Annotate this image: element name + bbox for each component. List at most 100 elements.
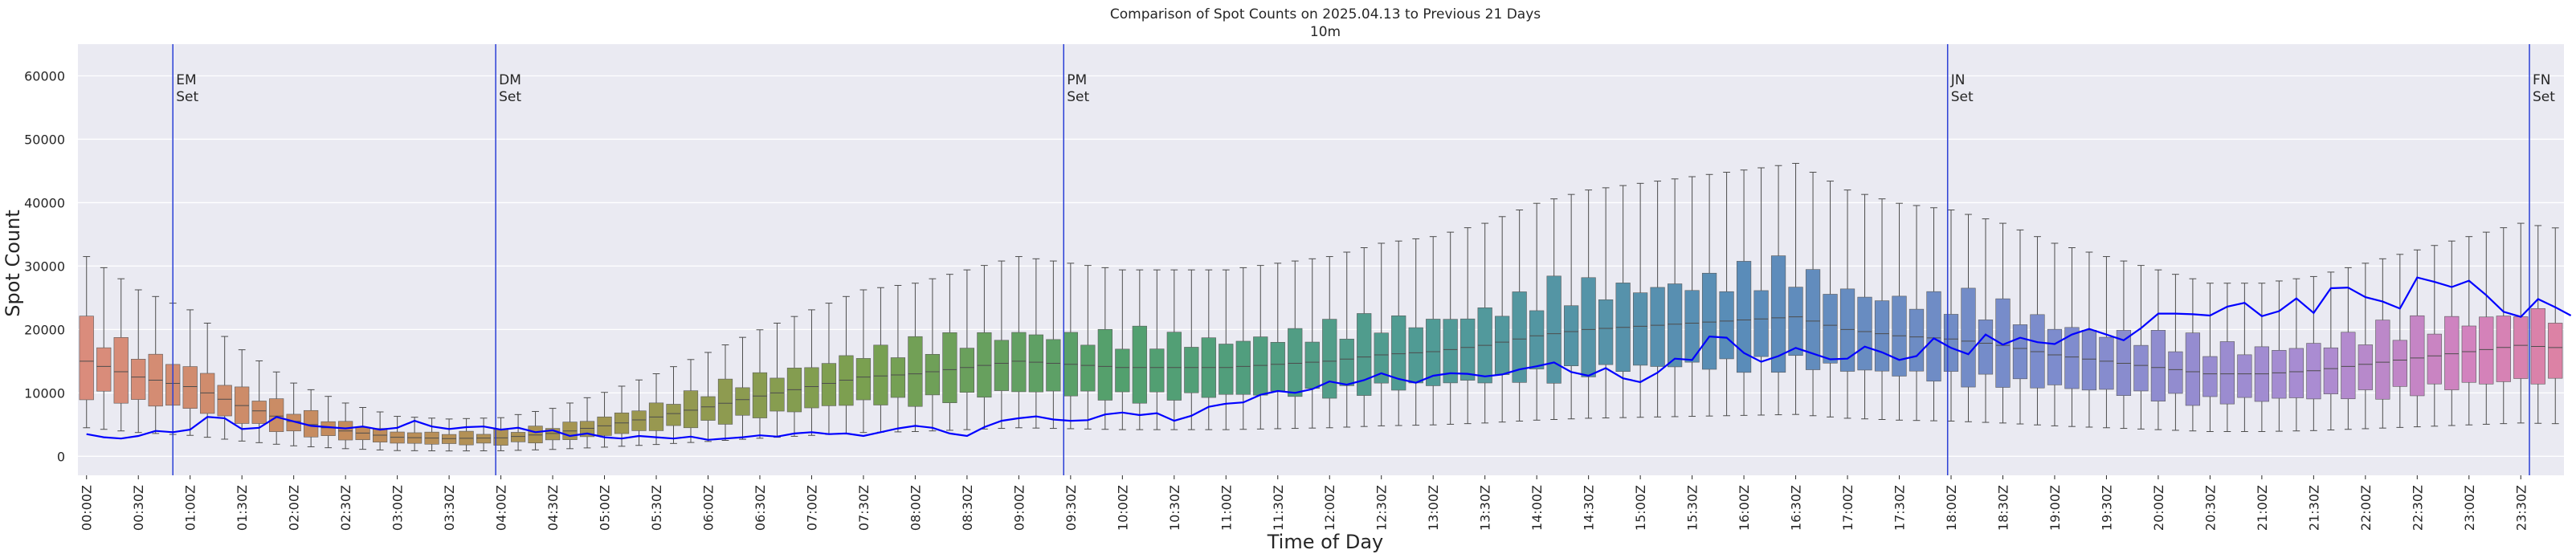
x-tick-label: 13:00Z [1426,485,1441,531]
box-41 [770,322,785,438]
iqr-box [959,348,975,393]
box-46 [855,289,872,434]
iqr-box [666,404,681,426]
iqr-box [1961,287,1976,388]
box-141 [2496,227,2511,425]
box-85 [1529,202,1545,421]
x-tick-label: 05:00Z [598,485,613,531]
annotation-label: Set [1067,89,1089,105]
box-11 [251,360,267,443]
x-tick-label: 11:30Z [1271,485,1286,531]
box-104 [1857,193,1872,420]
iqr-box [200,373,215,414]
iqr-box [2064,327,2080,389]
y-tick-label: 60000 [24,68,65,83]
x-tick-label: 20:30Z [2202,485,2218,531]
box-144 [2548,227,2563,425]
box-21 [424,417,439,452]
annotation-label: JN [1950,72,1966,88]
iqr-box [1046,339,1061,392]
iqr-box [131,358,146,400]
iqr-box [1753,290,1769,357]
box-34 [648,373,664,446]
box-106 [1892,202,1907,421]
box-62 [1132,269,1147,430]
iqr-box [2185,332,2201,406]
box-107 [1909,205,1925,422]
iqr-box [2427,333,2442,385]
iqr-box [2306,343,2321,400]
iqr-box [441,434,457,444]
box-7 [182,309,198,436]
box-65 [1184,269,1199,430]
box-16 [338,402,353,450]
box-90 [1615,185,1631,418]
iqr-box [2219,341,2235,405]
box-133 [2358,263,2373,430]
iqr-box [1235,340,1251,395]
iqr-box [1788,287,1803,356]
iqr-box [977,332,992,398]
iqr-box [510,432,526,442]
box-143 [2530,225,2545,424]
x-tick-label: 09:00Z [1011,485,1027,531]
box-27 [528,410,543,450]
box-59 [1080,265,1096,430]
box-87 [1564,193,1579,420]
box-114 [2030,236,2045,426]
box-43 [804,309,819,436]
box-5 [148,295,163,434]
iqr-box [476,434,492,444]
iqr-box [700,396,716,421]
box-130 [2306,275,2321,431]
x-tick-label: 18:00Z [1944,485,1959,531]
box-126 [2237,283,2252,433]
iqr-box [942,332,957,403]
iqr-box [1823,294,1838,364]
iqr-box [821,363,837,406]
box-3 [113,278,129,432]
box-10 [235,349,250,442]
iqr-box [2410,315,2425,397]
x-tick-label: 12:00Z [1322,485,1337,531]
box-36 [683,359,699,443]
iqr-box [1684,290,1700,363]
box-136 [2410,249,2425,428]
iqr-box [528,426,543,444]
iqr-box [1512,291,1527,383]
box-88 [1581,189,1596,419]
iqr-box [2202,356,2218,397]
x-tick-label: 00:00Z [80,485,95,531]
box-19 [390,416,405,451]
iqr-box [1391,315,1406,391]
box-91 [1633,182,1648,418]
box-132 [2341,267,2356,430]
iqr-box [2323,347,2338,394]
box-58 [1063,263,1078,430]
x-tick-label: 01:00Z [183,485,198,531]
box-92 [1650,181,1665,417]
chart-subtitle: 10m [1310,24,1341,40]
iqr-box [1374,332,1389,384]
box-118 [2099,256,2114,429]
box-117 [2081,251,2097,428]
iqr-box [182,366,198,409]
box-128 [2272,280,2287,432]
iqr-box [1184,347,1199,393]
box-55 [1011,256,1027,429]
x-tick-label: 16:00Z [1737,485,1752,531]
iqr-box [1943,314,1959,372]
box-135 [2392,254,2407,428]
box-101 [1805,172,1821,417]
box-124 [2202,283,2218,433]
box-18 [373,411,388,450]
box-103 [1839,189,1855,419]
x-tick-label: 15:00Z [1633,485,1648,531]
box-38 [717,344,733,441]
box-112 [1995,222,2011,424]
box-73 [1322,256,1337,429]
iqr-box [1926,291,1941,382]
box-4 [131,289,146,434]
